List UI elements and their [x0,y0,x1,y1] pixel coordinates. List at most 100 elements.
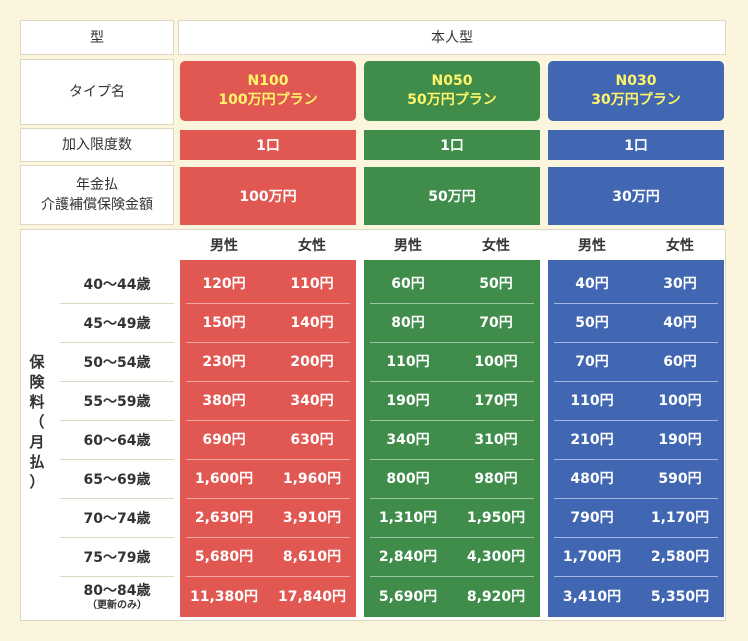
n100-male-premium: 150円 [202,315,246,331]
plan-n050-card: N050 50万円プラン [364,61,540,121]
plan-n050-limit: 1口 [364,130,540,160]
row-divider [370,420,534,421]
age-range: 60～64歳 [83,433,151,449]
row-divider [186,537,350,538]
n100-female-premium: 140円 [290,315,334,331]
n100-female-premium: 200円 [290,354,334,370]
n050-male-premium: 800円 [386,471,430,487]
row-divider [370,459,534,460]
n100-female-premium: 340円 [290,393,334,409]
row-divider [186,498,350,499]
plan-n050-benefit: 50万円 [364,167,540,225]
n100-male-premium: 5,680円 [194,549,254,565]
row-divider [186,420,350,421]
premium-label-char: 険 [29,373,45,391]
row-divider [186,381,350,382]
benefit-label-line2: 介護補償保険金額 [41,197,153,213]
n050-female-premium: 50円 [479,276,513,292]
row-divider [554,537,718,538]
n030-female-premium: 190円 [658,432,702,448]
n030-male-premium: 210円 [570,432,614,448]
premium-label-char: ） [29,473,45,491]
n050-female-premium: 170円 [474,393,518,409]
n100-male-premium: 120円 [202,276,246,292]
row-divider [554,342,718,343]
age-range: 55～59歳 [83,394,151,410]
n050-female-premium: 1,950円 [466,510,526,526]
n030-male-premium: 480円 [570,471,614,487]
n050-male-premium: 80円 [391,315,425,331]
plan-n030-card: N030 30万円プラン [548,61,724,121]
n030-male-premium: 70円 [575,354,609,370]
n050-female-premium: 70円 [479,315,513,331]
n050-female-premium: 100円 [474,354,518,370]
row-divider [60,576,174,577]
age-label: 65～69歳 [60,461,174,497]
n100-female-premium: 17,840円 [277,589,347,605]
age-label: 70～74歳 [60,500,174,536]
plan-n030-benefit: 30万円 [548,167,724,225]
row-divider [186,576,350,577]
row-divider [554,576,718,577]
row-divider [186,459,350,460]
n030-female-premium: 5,350円 [650,589,710,605]
row-divider [554,303,718,304]
age-label: 45～49歳 [60,305,174,341]
n050-female-premium: 8,920円 [466,589,526,605]
n030-premium-column [548,260,724,617]
limit-label: 加入限度数 [20,128,174,162]
age-label: 55～59歳 [60,383,174,419]
age-label: 75～79歳 [60,539,174,575]
age-range: 65～69歳 [83,472,151,488]
plan-n030-limit: 1口 [548,130,724,160]
age-range: 45～49歳 [83,316,151,332]
row-divider [554,381,718,382]
n100-female-premium: 3,910円 [282,510,342,526]
n030-female-premium: 100円 [658,393,702,409]
row-divider [60,303,174,304]
n030-female-premium: 590円 [658,471,702,487]
n030-male-premium: 790円 [570,510,614,526]
n050-male-header: 男性 [394,238,422,254]
type-name-label: タイプ名 [20,59,174,125]
n050-premium-column [364,260,540,617]
n030-male-premium: 3,410円 [562,589,622,605]
n030-male-premium: 40円 [575,276,609,292]
plan-n100-code: N100 [247,73,289,89]
age-range: 80～84歳 [83,583,151,599]
n100-female-header: 女性 [298,238,326,254]
premium-label-char: 料 [29,393,45,411]
row-divider [370,381,534,382]
n050-female-premium: 980円 [474,471,518,487]
n030-male-premium: 1,700円 [562,549,622,565]
row-divider [370,342,534,343]
row-divider [370,537,534,538]
n050-male-premium: 2,840円 [378,549,438,565]
plan-n100-name: 100万円プラン [218,92,318,108]
row-divider [60,420,174,421]
n050-male-premium: 60円 [391,276,425,292]
benefit-label: 年金払 介護補償保険金額 [20,165,174,225]
age-label: 80～84歳 （更新のみ） [60,576,174,616]
n100-male-premium: 690円 [202,432,246,448]
row-divider [60,342,174,343]
plan-n030-name: 30万円プラン [591,92,681,108]
n050-female-header: 女性 [482,238,510,254]
premium-label-char: 月 [29,433,45,451]
n100-female-premium: 8,610円 [282,549,342,565]
age-label: 60～64歳 [60,422,174,458]
n030-female-premium: 40円 [663,315,697,331]
row-divider [554,498,718,499]
plan-n100-card: N100 100万円プラン [180,61,356,121]
age-note: （更新のみ） [87,600,147,611]
benefit-label-line1: 年金払 [76,177,118,193]
premium-label-char: （ [29,413,45,431]
n030-male-premium: 50円 [575,315,609,331]
age-range: 70～74歳 [83,511,151,527]
n050-female-premium: 4,300円 [466,549,526,565]
premium-label: 保 険 料 （ 月 払 ） [22,352,52,492]
row-divider [186,303,350,304]
premium-label-char: 保 [29,353,45,371]
n050-male-premium: 340円 [386,432,430,448]
n100-female-premium: 1,960円 [282,471,342,487]
